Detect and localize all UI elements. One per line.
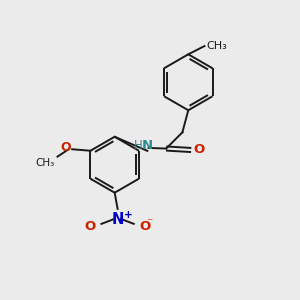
Text: CH₃: CH₃: [206, 41, 227, 51]
Text: O: O: [139, 220, 150, 233]
Text: O: O: [85, 220, 96, 233]
Text: CH₃: CH₃: [35, 158, 55, 168]
Text: ⁻: ⁻: [146, 217, 152, 230]
Text: N: N: [111, 212, 124, 227]
Text: +: +: [124, 210, 133, 220]
Text: O: O: [60, 141, 71, 154]
Text: H: H: [134, 139, 143, 152]
Text: O: O: [194, 143, 205, 157]
Text: N: N: [142, 139, 153, 152]
